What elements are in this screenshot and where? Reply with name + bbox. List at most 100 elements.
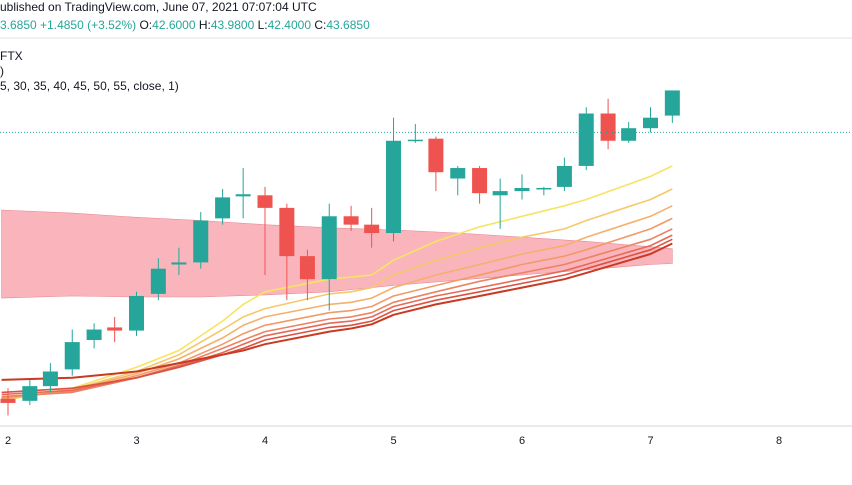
chart-header-line-1: ublished on TradingView.com, June 07, 20… xyxy=(0,0,317,14)
ma-line-2 xyxy=(1,188,673,401)
ma-line-5 xyxy=(1,228,673,398)
candle-body xyxy=(643,117,658,129)
candle-body xyxy=(86,329,102,341)
candle-13 xyxy=(257,186,273,275)
published-text: ublished on TradingView.com, June 07, 20… xyxy=(0,0,317,14)
ma-ribbon xyxy=(1,165,673,402)
open-label: O: xyxy=(139,18,153,32)
candle-18 xyxy=(364,207,380,248)
candle-body xyxy=(514,187,530,192)
high-value: 43.9800 xyxy=(210,18,255,32)
candle-body xyxy=(536,187,552,190)
candle-body xyxy=(407,139,423,142)
candle-body xyxy=(386,140,401,234)
candle-body xyxy=(450,168,466,179)
x-tick-label: 2 xyxy=(5,435,11,447)
candle-body xyxy=(664,90,680,116)
candle-body xyxy=(279,207,295,257)
candles xyxy=(0,90,680,416)
close-value: 43.6850 xyxy=(326,18,370,32)
x-tick-label: 8 xyxy=(776,435,782,447)
x-tick-label: 7 xyxy=(647,435,653,447)
candle-body xyxy=(150,268,166,294)
last-price: 3.6850 xyxy=(0,18,37,32)
candle-5 xyxy=(86,323,102,349)
candle-10 xyxy=(193,212,209,269)
candle-body xyxy=(621,128,637,141)
ma-line-6 xyxy=(1,234,673,396)
candle-29 xyxy=(600,98,616,150)
candle-21 xyxy=(428,136,444,192)
candle-body xyxy=(193,220,209,263)
time-axis[interactable]: 2 3 4 5 6 7 8 xyxy=(5,435,782,447)
candle-body xyxy=(257,195,273,208)
candle-20 xyxy=(407,123,423,143)
candle-body xyxy=(364,224,380,234)
candle-32 xyxy=(664,90,680,123)
candle-22 xyxy=(450,165,466,196)
candle-body xyxy=(343,216,359,225)
x-tick-label: 3 xyxy=(133,435,139,447)
ma-line-8 xyxy=(1,242,673,381)
candle-25 xyxy=(514,174,530,200)
candle-24 xyxy=(492,178,508,229)
x-tick-label: 6 xyxy=(519,435,525,447)
candle-body xyxy=(215,197,231,219)
candle-body xyxy=(492,191,508,196)
candle-body xyxy=(578,113,594,166)
candle-3 xyxy=(42,363,58,393)
candle-body xyxy=(42,371,58,387)
candle-body xyxy=(556,165,572,187)
candle-26 xyxy=(536,186,552,196)
candle-body xyxy=(428,138,444,173)
candle-16 xyxy=(321,203,337,311)
candle-12 xyxy=(235,168,251,219)
close-label: C: xyxy=(314,18,327,32)
symbol-line: FTX xyxy=(0,49,23,63)
candle-body xyxy=(22,386,38,401)
candle-6 xyxy=(107,316,123,343)
candle-body xyxy=(64,342,80,370)
ma-line-7 xyxy=(1,238,673,394)
open-value: 42.6000 xyxy=(152,18,196,32)
candle-7 xyxy=(129,291,144,336)
candle-31 xyxy=(643,107,658,133)
ohlc-header-line: 3.6850 +1.4850 (+3.52%) O:42.6000 H:43.9… xyxy=(0,18,370,32)
symbol-fragment: FTX xyxy=(0,49,23,63)
candle-14 xyxy=(279,203,295,301)
candle-body xyxy=(600,113,616,141)
candle-4 xyxy=(64,329,80,376)
candle-body xyxy=(0,398,16,403)
candle-2 xyxy=(22,379,38,406)
paren-line: ) xyxy=(0,64,4,78)
candle-9 xyxy=(171,247,187,275)
candle-1 xyxy=(0,388,16,416)
candle-30 xyxy=(621,121,637,143)
candle-8 xyxy=(150,258,166,301)
x-tick-label: 4 xyxy=(262,435,268,447)
x-tick-label: 5 xyxy=(390,435,396,447)
indicator-params: 5, 30, 35, 40, 45, 50, 55, close, 1) xyxy=(0,79,179,93)
candle-11 xyxy=(215,189,231,225)
high-label: H: xyxy=(198,18,211,32)
low-value: 42.4000 xyxy=(267,18,312,32)
ma-line-3 xyxy=(1,205,673,400)
candle-body xyxy=(235,194,251,197)
candle-body xyxy=(129,295,144,331)
price-change: +1.4850 (+3.52%) xyxy=(40,18,137,32)
candle-17 xyxy=(343,205,359,231)
paren-fragment: ) xyxy=(0,64,4,78)
candle-body xyxy=(472,168,488,194)
candle-19 xyxy=(386,117,401,242)
low-label: L: xyxy=(257,18,268,32)
candle-15 xyxy=(299,249,315,301)
candle-23 xyxy=(472,165,488,204)
indicator-legend[interactable]: 5, 30, 35, 40, 45, 50, 55, close, 1) xyxy=(0,79,179,93)
ma-line-1 xyxy=(1,165,673,402)
candle-body xyxy=(107,327,123,331)
candle-body xyxy=(299,256,315,280)
candle-28 xyxy=(578,107,594,171)
candle-body xyxy=(171,262,187,265)
